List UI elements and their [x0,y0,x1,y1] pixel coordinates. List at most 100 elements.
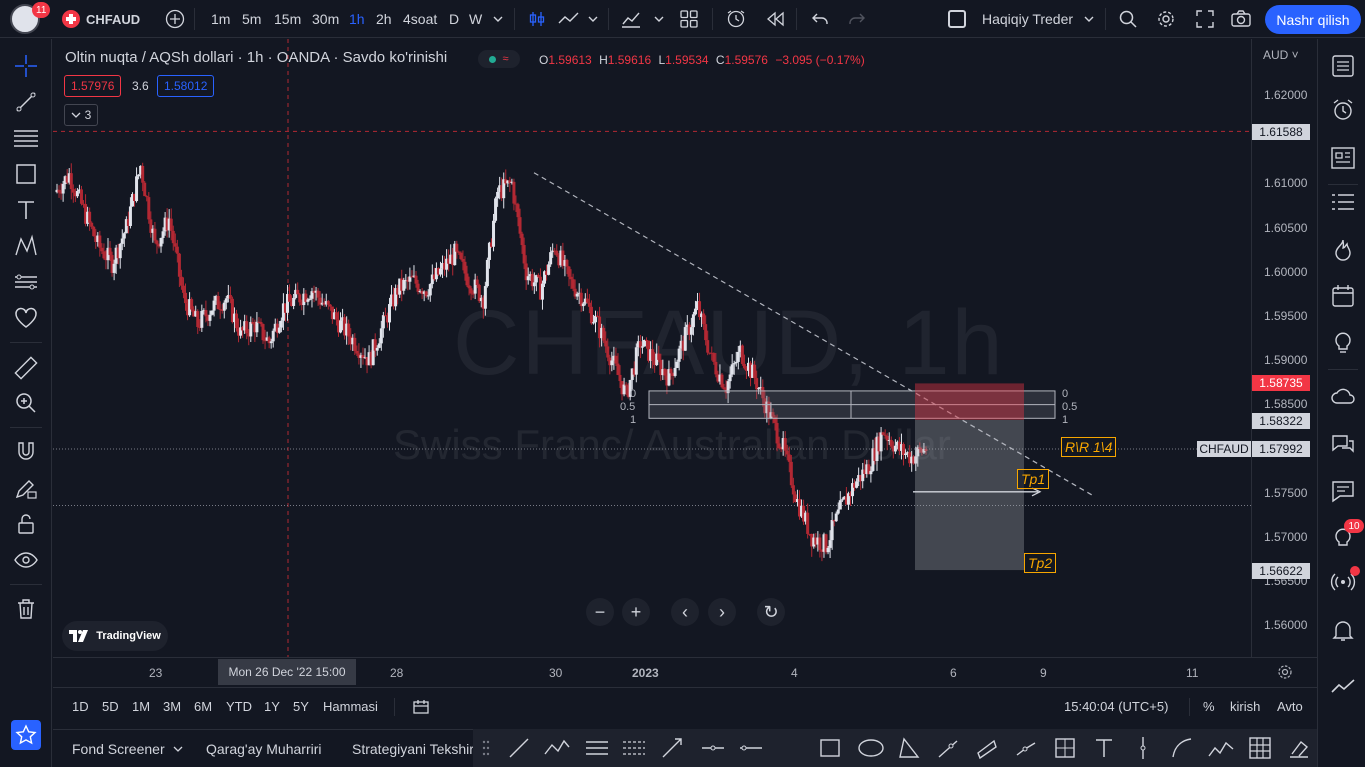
scroll-right-button[interactable]: › [708,598,736,626]
indicators-icon[interactable] [620,9,642,29]
screener-chevron-down-icon[interactable] [173,744,183,754]
percent-scale-toggle[interactable]: % [1203,699,1215,714]
news-icon[interactable] [1330,145,1356,171]
timeframe-15m[interactable]: 15m [274,11,302,27]
market-status[interactable]: ≈ [478,50,520,68]
range-ytd[interactable]: YTD [226,699,252,714]
projection-tool-icon[interactable] [660,736,684,760]
lock-drawing-pencil-icon[interactable] [13,475,39,501]
timeframe-1h[interactable]: 1h [349,11,365,27]
trading-panel-icon[interactable] [1330,674,1356,700]
real-trader-checkbox[interactable] [948,10,966,28]
replay-icon[interactable] [764,9,786,29]
trend-line-tool-icon[interactable] [507,736,531,760]
timeframe-1m[interactable]: 1m [211,11,231,27]
chats-icon[interactable] [1330,432,1356,458]
range-3m[interactable]: 3M [163,699,182,714]
timeframe-chevron-down-icon[interactable] [492,9,504,29]
lock-icon[interactable] [13,511,39,537]
favorites-button[interactable] [11,720,41,750]
path-tool-icon[interactable] [936,736,960,760]
symbol-search-button[interactable]: CHFAUD [62,0,140,38]
timeframe-4h[interactable]: 4soat [403,11,438,27]
timeframe-w[interactable]: W [469,11,483,27]
long-position-tool-icon[interactable] [1053,736,1077,760]
tab-strategy-tester[interactable]: Strategiyani Tekshir [352,741,473,757]
table-tool-icon[interactable] [1248,736,1272,760]
crosshair-icon[interactable] [13,53,39,79]
range-all[interactable]: Hammasi [323,699,378,714]
horizontal-ray-tool-icon[interactable] [701,736,725,760]
arrow-tool-icon[interactable] [1014,736,1038,760]
go-to-date-icon[interactable] [412,698,430,716]
broadcast-icon[interactable] [1330,569,1356,595]
indicators-chevron-down-icon[interactable] [653,9,665,29]
auto-scale-toggle[interactable]: Avto [1277,699,1303,714]
reset-chart-button[interactable]: ↻ [757,598,785,626]
prediction-icon[interactable] [13,269,39,295]
vertical-line-tool-icon[interactable] [1131,736,1155,760]
zoom-out-button[interactable]: − [586,598,614,626]
gear-icon[interactable] [1156,9,1176,29]
account-chevron-down-icon[interactable] [1083,9,1095,29]
timeframe-5m[interactable]: 5m [242,11,262,27]
layout-grid-icon[interactable] [679,9,699,29]
messages-icon[interactable] [1330,478,1356,504]
brush-tool-icon[interactable] [975,736,999,760]
bell-icon[interactable] [1330,617,1356,643]
magnet-icon[interactable] [13,439,39,465]
rectangle-tool-icon[interactable] [818,736,842,760]
curve-tool-icon[interactable] [1170,736,1194,760]
horizontal-lines-icon[interactable] [13,125,39,151]
range-1y[interactable]: 1Y [264,699,280,714]
triangle-tool-icon[interactable] [897,736,921,760]
tradingview-logo[interactable]: TradingView [62,621,168,651]
real-trader-toggle[interactable]: Haqiqiy Treder [948,0,1095,38]
elliott-wave-tool-icon[interactable] [1207,736,1235,760]
drag-handle-icon[interactable] [481,736,491,760]
zoom-in-button[interactable]: + [622,598,650,626]
buy-price-button[interactable]: 1.58012 [157,75,215,97]
chart-pane[interactable]: CHFAUD, 1h Swiss Franc/ Australian Dolla… [53,39,1251,681]
watchlist-icon[interactable] [1330,53,1356,79]
range-5d[interactable]: 5D [102,699,119,714]
undo-icon[interactable] [810,9,830,29]
time-scale[interactable]: 23 28 30 2023 4 6 9 11 Mon 26 Dec '22 15… [53,657,1317,687]
timeframe-d[interactable]: D [449,11,460,27]
range-5y[interactable]: 5Y [293,699,309,714]
text-tool-icon[interactable] [1092,736,1116,760]
timeframe-30m[interactable]: 30m [312,11,340,27]
range-1m[interactable]: 1M [132,699,151,714]
sell-price-button[interactable]: 1.57976 [64,75,122,97]
text-tool-icon[interactable] [13,197,39,223]
polyline-tool-icon[interactable] [543,736,571,760]
ideas-lightbulb-icon[interactable] [1330,328,1356,354]
object-tree-icon[interactable] [1330,190,1356,216]
heart-icon[interactable] [13,305,39,331]
chart-type-chevron-down-icon[interactable] [587,9,599,29]
search-icon[interactable] [1118,9,1138,29]
publish-button[interactable]: Nashr qilish [1265,5,1361,34]
price-scale[interactable]: AUD ˅ 1.62000 1.61000 1.60500 1.60000 1.… [1251,39,1316,681]
tp2-label[interactable]: Tp2 [1024,553,1057,573]
range-6m[interactable]: 6M [194,699,213,714]
calendar-icon[interactable] [1330,283,1356,309]
tab-stock-screener[interactable]: Fond Screener [72,741,165,757]
chart-legend-title[interactable]: Oltin nuqta / AQSh dollari · 1h · OANDA … [65,49,448,66]
ellipse-tool-icon[interactable] [857,736,885,760]
line-chart-type-icon[interactable] [558,9,580,29]
redo-icon[interactable] [847,9,867,29]
alarm-clock-icon[interactable] [1330,97,1356,123]
add-symbol-icon[interactable] [165,9,185,29]
range-1d[interactable]: 1D [72,699,89,714]
tab-pine-editor[interactable]: Qarag'ay Muharriri [206,741,322,757]
log-scale-toggle[interactable]: kirish [1230,699,1261,714]
parallel-channel-tool-icon[interactable] [585,736,609,760]
pattern-icon[interactable] [13,233,39,259]
ruler-icon[interactable] [13,355,39,381]
timeframe-2h[interactable]: 2h [376,11,392,27]
trend-line-icon[interactable] [13,89,39,115]
hotlist-fire-icon[interactable] [1330,237,1356,263]
eye-icon[interactable] [13,547,39,573]
trash-icon[interactable] [13,596,39,622]
